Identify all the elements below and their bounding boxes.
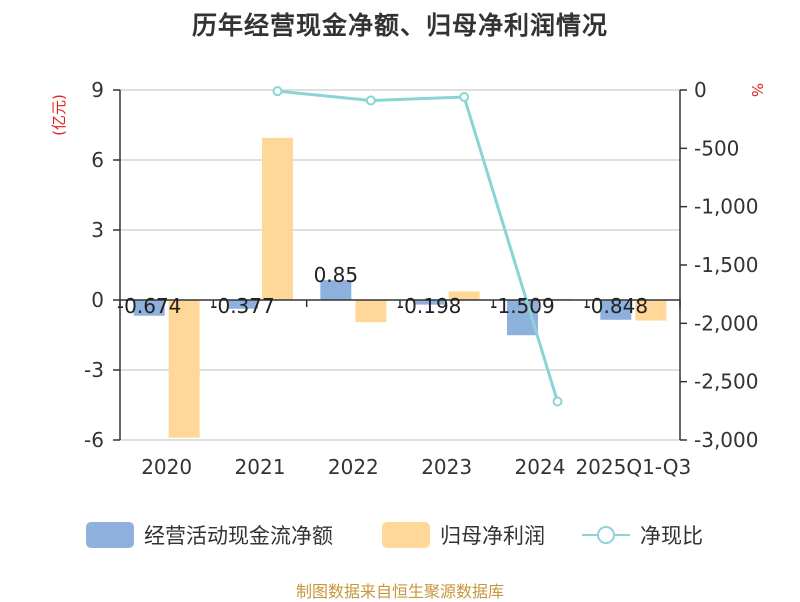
bar-cash-flow [133, 300, 165, 316]
cash-flow-data-label: 0.85 [314, 263, 359, 287]
legend-item-ratio[interactable]: 净现比 [582, 517, 703, 553]
bar-net-profit [635, 300, 667, 321]
cash-flow-data-labels: -0.674 -0.377 0.85 -0.198 -1.509 -0.848 [117, 263, 648, 318]
bar-net-profit [262, 137, 293, 300]
source-footer: 制图数据来自恒生聚源数据库 [295, 582, 504, 601]
right-tick-label: -1,500 [694, 253, 758, 277]
ratio-line-series [272, 86, 563, 407]
chart-title: 历年经营现金净额、归母净利润情况 [191, 11, 608, 40]
cash-flow-data-label: -0.848 [584, 294, 648, 318]
x-tick-label: 2021 [235, 455, 286, 479]
cash-flow-data-label: -0.377 [210, 294, 274, 318]
legend-label: 经营活动现金流净额 [144, 524, 333, 548]
right-tick-label: 0 [694, 78, 707, 102]
cash-flow-bars [133, 280, 632, 336]
net-profit-bars [168, 137, 667, 438]
x-tick-label: 2025Q1-Q3 [575, 455, 691, 479]
x-tick-label: 2022 [328, 455, 379, 479]
grid-lines [120, 89, 680, 441]
left-tick-label: 0 [91, 288, 104, 312]
left-axis-unit-label: (亿元) [50, 94, 68, 136]
ratio-point [272, 86, 283, 97]
left-tick-label: -3 [84, 358, 104, 382]
x-tick-label: 2023 [421, 455, 472, 479]
cash-flow-data-label: -0.674 [117, 294, 181, 318]
right-tick-label: -2,500 [694, 370, 758, 394]
bar-cash-flow [413, 300, 445, 305]
left-axis-tick-labels: 9 6 3 0 -3 -6 [84, 78, 104, 452]
bar-net-profit [448, 291, 480, 300]
left-tick-label: 9 [91, 78, 104, 102]
right-tick-label: -2,000 [694, 311, 758, 335]
cash-flow-data-label: -0.198 [397, 294, 461, 318]
legend-label: 净现比 [640, 524, 703, 548]
x-tick-label: 2024 [515, 455, 566, 479]
ratio-point [365, 95, 376, 106]
right-axis-tick-labels: 0 -500 -1,000 -1,500 -2,000 -2,500 -3,000 [694, 78, 758, 452]
left-tick-label: 6 [91, 148, 104, 172]
ratio-point [459, 92, 470, 102]
ratio-line [277, 89, 559, 402]
legend-item-net-profit[interactable]: 归母净利润 [382, 517, 545, 553]
line-circle-icon [582, 522, 630, 548]
legend-label: 归母净利润 [440, 524, 545, 548]
bar-swatch-icon [86, 522, 134, 548]
bar-swatch-icon [382, 522, 430, 548]
legend-item-cash-flow[interactable]: 经营活动现金流净额 [86, 517, 333, 553]
bar-cash-flow [227, 300, 258, 309]
right-tick-label: -1,000 [694, 195, 758, 219]
bar-net-profit [355, 300, 387, 323]
bar-net-profit [168, 300, 200, 438]
right-tick-label: -3,000 [694, 428, 758, 452]
x-tick-label: 2020 [141, 455, 192, 479]
chart-legend: 经营活动现金流净额 归母净利润 净现比 [0, 517, 800, 553]
bar-cash-flow [600, 300, 632, 320]
bar-cash-flow [320, 280, 352, 300]
left-tick-label: -6 [84, 428, 104, 452]
cash-flow-data-label: -1.509 [490, 294, 554, 318]
right-axis-unit-label: % [748, 83, 766, 97]
axes [113, 89, 687, 441]
right-tick-label: -500 [694, 136, 739, 160]
left-tick-label: 3 [91, 218, 104, 242]
ratio-point [552, 396, 563, 407]
x-axis-tick-labels: 2020 2021 2022 2023 2024 2025Q1-Q3 [141, 455, 691, 479]
